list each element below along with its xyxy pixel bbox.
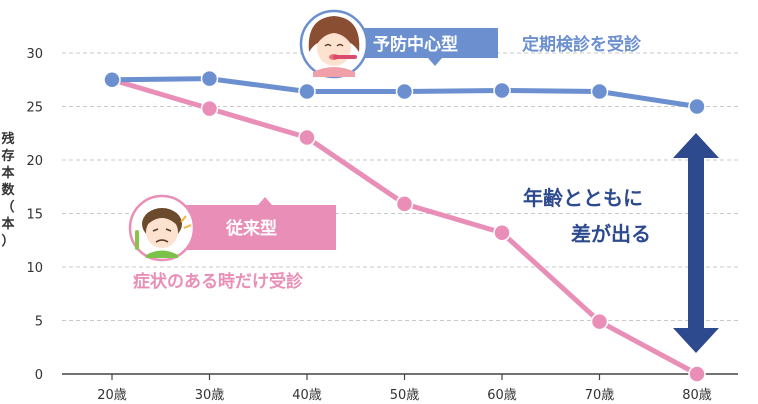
y-axis-label-char: 本 bbox=[1, 216, 14, 232]
y-tick-label: 5 bbox=[35, 315, 43, 330]
series-layer bbox=[103, 69, 706, 383]
difference-arrow bbox=[673, 133, 719, 353]
legend-conventional: 従来型 症状のある時だけ受診 bbox=[128, 194, 336, 292]
data-point-preventive bbox=[590, 82, 609, 101]
legend-conventional-pill bbox=[160, 197, 336, 250]
woman-brushing-teeth-icon bbox=[299, 9, 369, 79]
data-point-conventional bbox=[395, 195, 414, 213]
data-point-preventive bbox=[395, 82, 414, 101]
legend-conventional-label: 従来型 bbox=[225, 218, 277, 239]
x-tick-label: 30歳 bbox=[195, 388, 225, 403]
y-axis-label-char: 本 bbox=[1, 165, 14, 181]
difference-text-line2: 差が出る bbox=[571, 222, 651, 246]
data-point-conventional bbox=[298, 128, 316, 147]
x-tick-label: 80歳 bbox=[682, 388, 712, 403]
data-point-conventional bbox=[590, 312, 609, 331]
legend-preventive: 予防中心型 定期検診を受診 bbox=[299, 9, 642, 79]
x-tick-label: 70歳 bbox=[585, 388, 615, 403]
y-axis-label-char: 存 bbox=[1, 148, 14, 164]
x-tick-label: 60歳 bbox=[487, 388, 517, 403]
x-tick-label: 40歳 bbox=[292, 388, 322, 403]
data-point-preventive bbox=[493, 81, 511, 100]
y-tick-label: 0 bbox=[35, 368, 43, 383]
legend-preventive-label: 予防中心型 bbox=[373, 34, 458, 55]
legend-conventional-caption: 症状のある時だけ受診 bbox=[133, 271, 304, 292]
y-tick-label: 10 bbox=[26, 261, 43, 276]
legend-preventive-pill bbox=[336, 28, 498, 66]
y-tick-label: 25 bbox=[26, 101, 43, 116]
legend-preventive-caption: 定期検診を受診 bbox=[522, 34, 642, 55]
x-tick-label: 20歳 bbox=[97, 388, 127, 403]
data-point-preventive bbox=[688, 97, 706, 116]
x-tick-labels: 20歳 30歳 40歳 50歳 60歳 70歳 80歳 bbox=[97, 388, 712, 403]
x-tick-label: 50歳 bbox=[390, 388, 420, 403]
y-axis-label-char: 残 bbox=[1, 131, 14, 147]
difference-text-line1: 年齢とともに bbox=[523, 186, 643, 210]
y-tick-label: 15 bbox=[26, 208, 43, 223]
data-point-preventive bbox=[103, 71, 121, 89]
y-axis-label-char: （ bbox=[1, 199, 14, 215]
y-axis-label-char: ） bbox=[1, 233, 14, 249]
data-point-preventive bbox=[298, 82, 316, 101]
y-tick-label: 30 bbox=[26, 47, 43, 62]
child-toothache-icon bbox=[128, 194, 196, 262]
y-axis-label-char: 数 bbox=[1, 182, 15, 198]
data-point-preventive bbox=[200, 69, 219, 88]
y-tick-labels: 0 5 10 15 20 25 30 bbox=[26, 47, 43, 383]
y-tick-label: 20 bbox=[26, 154, 43, 169]
data-point-conventional bbox=[200, 99, 219, 118]
data-point-conventional bbox=[493, 224, 511, 242]
data-point-conventional bbox=[688, 365, 706, 383]
